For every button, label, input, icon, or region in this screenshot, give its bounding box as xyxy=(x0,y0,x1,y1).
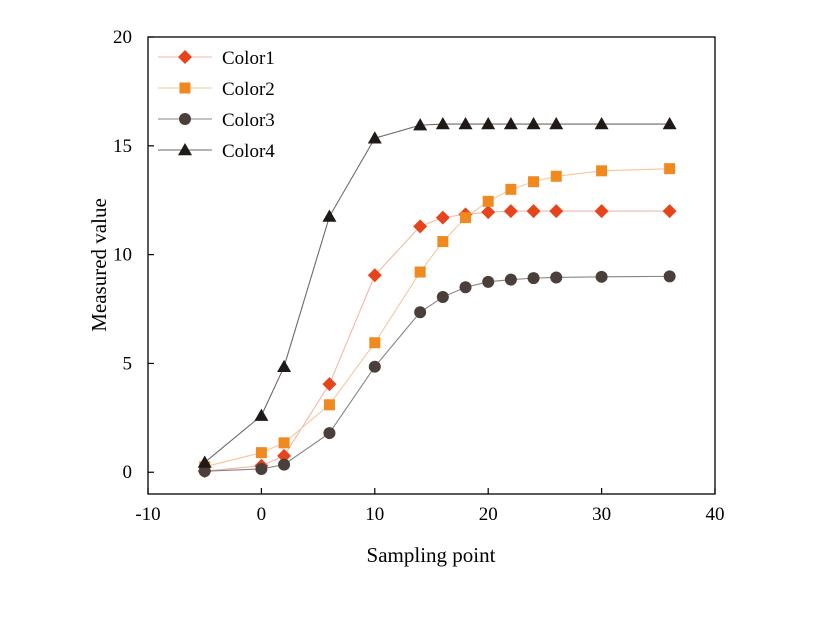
data-point xyxy=(414,266,426,278)
series-color3 xyxy=(198,270,676,478)
data-point xyxy=(277,448,292,463)
data-point xyxy=(595,270,608,283)
data-point xyxy=(663,270,676,283)
series-color1 xyxy=(197,204,677,479)
x-axis-title: Sampling point xyxy=(367,543,496,567)
data-point xyxy=(549,204,564,219)
data-point xyxy=(505,183,517,195)
data-point xyxy=(482,195,494,207)
data-point xyxy=(460,212,472,224)
data-point xyxy=(503,204,518,219)
legend-label: Color1 xyxy=(222,48,275,69)
data-point xyxy=(481,117,496,130)
y-tick-label: 5 xyxy=(123,353,133,374)
y-axis-title: Measured value xyxy=(87,198,111,332)
data-point xyxy=(277,359,292,372)
data-point xyxy=(323,399,335,411)
data-point xyxy=(254,408,269,421)
data-point xyxy=(367,268,382,283)
data-point xyxy=(594,204,609,219)
legend-marker xyxy=(178,143,192,156)
data-point xyxy=(458,117,473,130)
data-point xyxy=(278,437,290,449)
data-point xyxy=(550,271,563,284)
data-point xyxy=(255,462,268,475)
data-point xyxy=(482,275,495,288)
data-point xyxy=(594,117,609,130)
data-point xyxy=(198,465,211,478)
data-point xyxy=(662,204,677,219)
series-line xyxy=(204,275,670,472)
data-point xyxy=(526,204,541,219)
data-point xyxy=(459,281,472,294)
y-tick-label: 20 xyxy=(113,27,132,48)
legend-item: Color2 xyxy=(158,79,275,100)
data-point xyxy=(664,163,676,175)
legend-marker xyxy=(179,113,191,125)
data-point xyxy=(503,117,518,130)
data-point xyxy=(413,219,428,234)
data-point xyxy=(278,458,291,471)
data-point xyxy=(322,377,337,392)
data-point xyxy=(369,337,381,349)
data-point xyxy=(436,291,449,304)
x-tick-label: 0 xyxy=(257,504,267,525)
legend: Color1 Color2 Color3 Color4 xyxy=(158,48,275,162)
legend-marker xyxy=(179,82,191,94)
series-color4 xyxy=(197,117,677,468)
legend-label: Color2 xyxy=(222,79,275,100)
data-point xyxy=(435,210,450,225)
data-point xyxy=(481,205,496,220)
data-point xyxy=(197,455,212,468)
series-line xyxy=(204,210,670,472)
data-point xyxy=(596,165,608,177)
legend-label: Color3 xyxy=(222,110,275,131)
legend-item: Color3 xyxy=(158,110,275,131)
data-point xyxy=(413,118,428,131)
data-point xyxy=(526,117,541,130)
data-point xyxy=(528,176,540,188)
series-group xyxy=(197,117,677,479)
legend-marker xyxy=(178,50,192,64)
data-point xyxy=(435,117,450,130)
x-tick-label: 30 xyxy=(592,504,611,525)
x-tick-label: 40 xyxy=(706,504,725,525)
y-tick-label: 15 xyxy=(113,136,132,157)
x-tick-label: 20 xyxy=(479,504,498,525)
legend-label: Color4 xyxy=(222,141,275,162)
data-point xyxy=(662,117,677,130)
data-point xyxy=(255,447,267,459)
data-point xyxy=(368,360,381,373)
data-point xyxy=(437,236,449,248)
data-point xyxy=(323,427,336,440)
data-point xyxy=(527,272,540,285)
x-tick-label: 10 xyxy=(365,504,384,525)
data-point xyxy=(322,209,337,222)
data-point xyxy=(414,306,427,319)
data-point xyxy=(550,170,562,182)
plot-frame xyxy=(147,36,716,495)
y-tick-label: 10 xyxy=(113,245,132,266)
x-tick-label: -10 xyxy=(135,504,160,525)
data-point xyxy=(549,117,564,130)
legend-item: Color1 xyxy=(158,48,275,69)
data-point xyxy=(504,273,517,286)
legend-item: Color4 xyxy=(158,141,275,162)
y-tick-label: 0 xyxy=(123,462,133,483)
data-point xyxy=(367,131,382,144)
